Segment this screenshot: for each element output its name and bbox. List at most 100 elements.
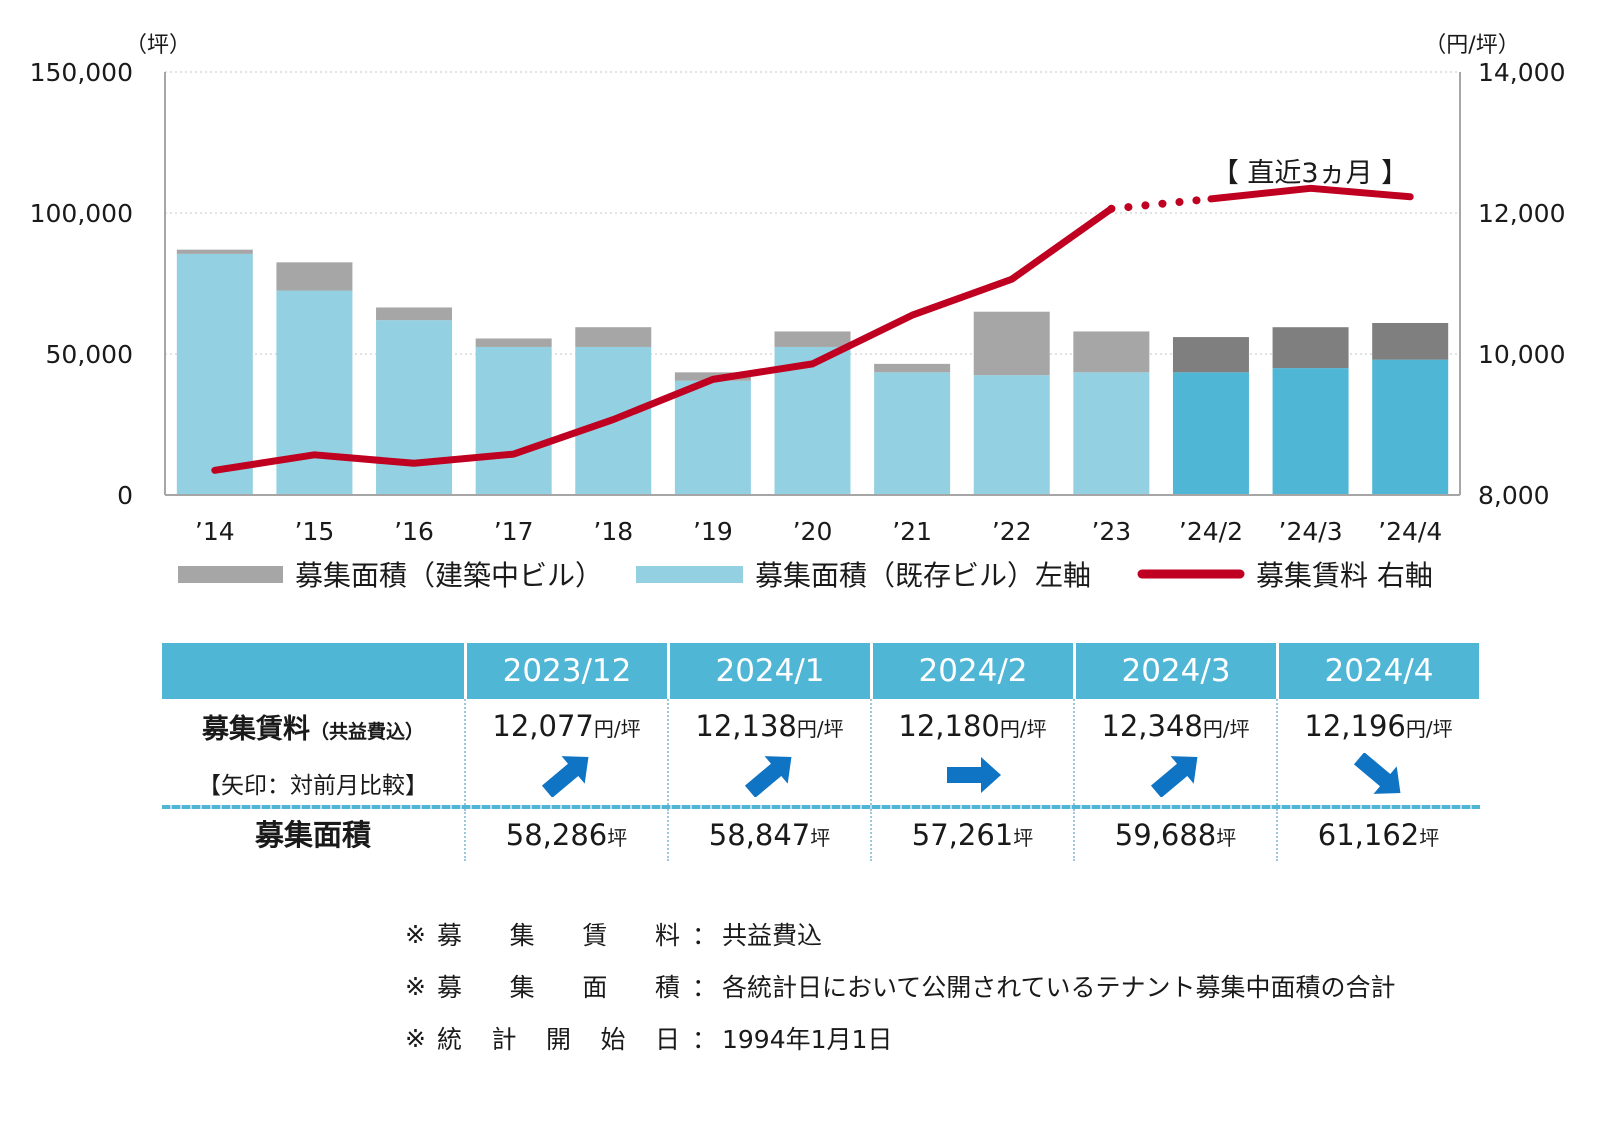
- footnote-label-char: 計: [491, 1025, 517, 1054]
- legend-swatch-existing: [636, 566, 743, 583]
- bar-construction: [1372, 322, 1449, 360]
- rent-value: 12,196: [1304, 709, 1406, 743]
- arrow-shape: [744, 756, 791, 797]
- rent-unit: 円/坪: [999, 717, 1047, 741]
- rent-unit: 円/坪: [1202, 717, 1250, 741]
- rent-line: [211, 184, 1414, 474]
- x-tick-label: ’23: [1091, 517, 1131, 546]
- x-tick-label: ’20: [793, 517, 833, 546]
- grid-lines: [165, 71, 1460, 355]
- footnotes: ※ 募集賃料 ： 共益費込 ※ 募集面積 ： 各統計日において公開されているテナ…: [405, 908, 1396, 1064]
- rent-unit: 円/坪: [593, 717, 641, 741]
- footnote-label-char: 日: [654, 1025, 680, 1054]
- bar-construction: [176, 249, 253, 254]
- footnote-label-char: 面: [582, 973, 608, 1002]
- area-unit: 坪: [1013, 826, 1034, 850]
- bar-construction: [1172, 337, 1249, 373]
- x-tick-label: ’18: [593, 517, 633, 546]
- rent-row: 募集賃料（共益費込） 【矢印：対前月比較】 12,077円/坪 12,138円/…: [162, 699, 1480, 805]
- summary-table: 2023/12 2024/1 2024/2 2024/3 2024/4 募集賃料…: [162, 643, 1480, 861]
- right-axis-unit: （円/坪）: [1424, 33, 1519, 58]
- bar-construction: [973, 311, 1050, 376]
- bar-existing: [774, 346, 851, 495]
- x-tick-label: ’17: [494, 517, 534, 546]
- footnote-text: 各統計日において公開されているテナント募集中面積の合計: [722, 973, 1396, 1002]
- axes: [164, 72, 1461, 496]
- footnote: ※ 募 集 面 積 ： 各統計日において公開されているテナント募集中面積の合計: [405, 960, 1396, 1012]
- area-value: 61,162: [1317, 818, 1420, 852]
- footnote-text: 共益費込: [722, 921, 823, 950]
- right-tick-label: 14,000: [1478, 58, 1565, 87]
- footnote: ※ 募 集 賃 料 ： 共益費込: [405, 908, 1396, 960]
- rent-cell: 12,196円/坪: [1276, 699, 1479, 805]
- footnote-label-char: 募: [437, 973, 463, 1002]
- table-corner-cell: [162, 643, 464, 699]
- x-tick-label: ’19: [693, 517, 733, 546]
- right-tick-label: 8,000: [1478, 481, 1550, 510]
- arrow-shape: [1150, 756, 1197, 797]
- table-header-row: 2023/12 2024/1 2024/2 2024/3 2024/4: [162, 643, 1480, 699]
- rent-value: 12,348: [1101, 709, 1203, 743]
- rent-label: 募集賃料: [201, 714, 310, 745]
- legend-label-rent: 募集賃料 右軸: [1256, 559, 1433, 592]
- footnote-label-char: 開: [545, 1025, 571, 1054]
- rent-label-sub: （共益費込）: [309, 721, 424, 743]
- left-tick-label: 100,000: [30, 199, 133, 228]
- rent-line-dotted: [1107, 194, 1215, 213]
- area-cell: 57,261坪: [870, 809, 1073, 861]
- month-header: 2024/1: [667, 643, 870, 699]
- bar-existing: [674, 380, 751, 495]
- legend-label-construction: 募集面積（建築中ビル）: [295, 559, 603, 592]
- bar-existing: [1172, 372, 1249, 495]
- bar-construction: [774, 331, 851, 347]
- rent-value: 12,180: [898, 709, 1000, 743]
- bar-construction: [874, 363, 951, 373]
- left-tick-label: 0: [117, 481, 133, 510]
- footnote-label-char: 集: [509, 921, 535, 950]
- footnote-colon: ：: [692, 1025, 718, 1054]
- month-header: 2024/2: [870, 643, 1073, 699]
- x-tick-label: ’24/2: [1179, 517, 1243, 546]
- area-cell: 61,162坪: [1276, 809, 1479, 861]
- x-tick-label: ’22: [992, 517, 1032, 546]
- area-label: 募集面積: [254, 818, 371, 852]
- month-header: 2024/4: [1276, 643, 1479, 699]
- footnote-mark: ※: [405, 919, 426, 949]
- footnote-label-char: 賃: [582, 921, 608, 950]
- area-cell: 58,847坪: [667, 809, 870, 861]
- footnote: ※ 統計開始日 ： 1994年1月1日: [405, 1012, 1396, 1064]
- x-tick-label: ’14: [195, 517, 235, 546]
- footnote-label-char: 始: [600, 1025, 626, 1054]
- footnote-colon: ：: [692, 973, 718, 1002]
- bar-construction: [376, 307, 453, 321]
- footnote-text: 1994年1月1日: [722, 1025, 893, 1054]
- month-header: 2024/3: [1073, 643, 1276, 699]
- rent-cell: 12,180円/坪: [870, 699, 1073, 805]
- rent-value: 12,077: [492, 709, 594, 743]
- tick-labels: 0 50,000 100,000 150,000 8,000 10,000 12,000 14…: [30, 58, 1566, 546]
- bar-construction: [475, 338, 552, 347]
- arrow-right-icon: [946, 757, 1001, 793]
- x-tick-label: ’16: [394, 517, 434, 546]
- bar-construction: [1073, 331, 1150, 373]
- arrow-up-right-icon: [1150, 756, 1197, 797]
- footnote-label-char: 統: [437, 1025, 463, 1054]
- bar-construction: [575, 327, 652, 347]
- bar-construction: [276, 262, 353, 291]
- area-unit: 坪: [1216, 826, 1237, 850]
- arrow-up-right-icon: [744, 756, 791, 797]
- footnote-mark: ※: [405, 971, 426, 1001]
- recent-annotation: 【 直近3ヵ月 】: [1212, 158, 1408, 189]
- legend: 募集面積（建築中ビル） 募集面積（既存ビル）左軸 募集賃料 右軸: [178, 559, 1433, 592]
- rent-cell: 12,138円/坪: [667, 699, 870, 805]
- footnote-label: 募集面積: [437, 968, 692, 1004]
- arrow-shape: [946, 757, 1001, 793]
- right-tick-label: 10,000: [1478, 340, 1565, 369]
- arrow-up-right-icon: [541, 756, 588, 797]
- rent-line-recent: [1207, 184, 1414, 203]
- right-tick-label: 12,000: [1478, 199, 1565, 228]
- footnote-label: 募集賃料: [437, 916, 692, 952]
- bar-existing: [874, 372, 951, 495]
- footnote-label-char: 集: [509, 973, 535, 1002]
- x-tick-label: ’24/4: [1378, 517, 1442, 546]
